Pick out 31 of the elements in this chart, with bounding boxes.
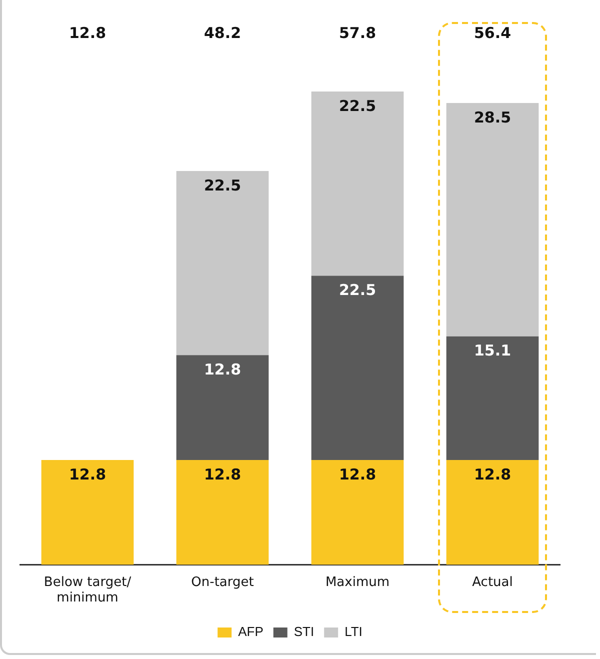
bar [311, 460, 404, 565]
legend-label: STI [294, 624, 314, 640]
bar [176, 170, 269, 356]
bar [311, 92, 404, 276]
data-label: 12.8 [204, 360, 242, 379]
text: 56.4 [474, 24, 512, 42]
x-tick-label: Maximum [325, 574, 390, 590]
data-label: 22.5 [338, 281, 376, 300]
bar [41, 460, 134, 565]
bar [311, 276, 404, 460]
x-tick-label: Below target/ minimum [44, 574, 132, 606]
legend-label: LTI [344, 624, 362, 640]
legend-label: AFP [238, 624, 264, 640]
data-label: 15.1 [474, 342, 512, 360]
data-label: 12.8 [474, 465, 512, 484]
bar [446, 336, 539, 460]
x-tick-label: On-target [191, 574, 254, 590]
bar [176, 355, 269, 460]
data-label: 12.8 [338, 465, 376, 484]
data-label: 12.8 [68, 465, 106, 484]
bar [446, 102, 539, 336]
bar [446, 460, 539, 565]
data-label: 22.5 [204, 176, 242, 194]
text: 48.2 [204, 24, 242, 42]
text: 12.8 [68, 24, 106, 42]
data-label: 28.5 [474, 108, 512, 126]
data-label: 12.8 [204, 465, 242, 484]
bar [176, 460, 269, 565]
x-tick-label: Actual [472, 574, 513, 590]
data-label: 22.5 [338, 96, 376, 115]
text: 57.8 [338, 24, 376, 42]
